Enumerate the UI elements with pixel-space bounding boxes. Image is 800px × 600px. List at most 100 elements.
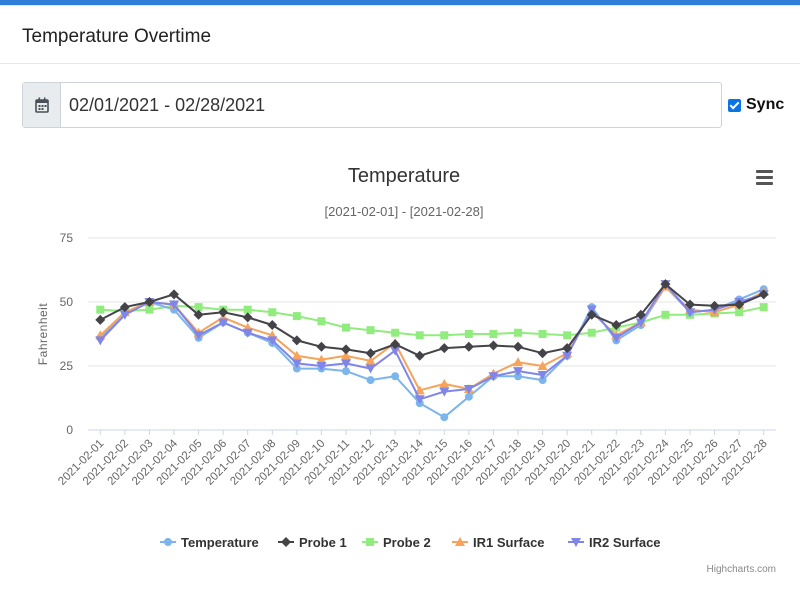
data-point[interactable]	[193, 331, 204, 341]
chart-credits[interactable]: Highcharts.com	[707, 564, 776, 575]
data-point[interactable]	[415, 331, 424, 340]
legend-item[interactable]: IR1 Surface	[452, 535, 545, 550]
data-point[interactable]	[587, 328, 596, 337]
legend-marker[interactable]	[164, 538, 172, 546]
data-point[interactable]	[218, 318, 229, 328]
data-point[interactable]	[611, 320, 622, 331]
legend-marker[interactable]	[366, 538, 374, 546]
data-point[interactable]	[95, 336, 106, 346]
data-point[interactable]	[341, 359, 351, 369]
data-point[interactable]	[414, 350, 425, 361]
data-point[interactable]	[685, 308, 695, 318]
data-point[interactable]	[268, 308, 277, 317]
data-point[interactable]	[365, 364, 376, 374]
data-point[interactable]	[538, 330, 547, 338]
data-point[interactable]	[414, 385, 425, 395]
data-point[interactable]	[439, 387, 450, 397]
data-point[interactable]	[537, 361, 548, 370]
data-point[interactable]	[169, 300, 179, 310]
legend-marker[interactable]	[455, 537, 465, 546]
data-point[interactable]	[316, 341, 327, 352]
data-point[interactable]	[463, 385, 474, 395]
data-point[interactable]	[145, 305, 154, 314]
data-point[interactable]	[464, 392, 473, 401]
date-range-input[interactable]	[61, 83, 721, 127]
data-point[interactable]	[563, 331, 572, 340]
data-point[interactable]	[562, 343, 573, 354]
data-point[interactable]	[513, 367, 523, 377]
data-point[interactable]	[119, 302, 130, 313]
legend-item[interactable]: Temperature	[160, 535, 259, 550]
data-point[interactable]	[291, 335, 302, 346]
data-point[interactable]	[464, 330, 473, 338]
data-point[interactable]	[291, 350, 302, 360]
data-point[interactable]	[390, 346, 401, 356]
data-point[interactable]	[342, 323, 350, 332]
data-point[interactable]	[513, 341, 523, 352]
data-point[interactable]	[292, 364, 301, 373]
data-point[interactable]	[243, 305, 252, 314]
data-point[interactable]	[759, 303, 768, 312]
data-point[interactable]	[95, 314, 106, 325]
data-point[interactable]	[488, 372, 499, 382]
legend-item[interactable]: Probe 2	[362, 535, 431, 550]
data-point[interactable]	[635, 318, 646, 328]
data-point[interactable]	[586, 309, 597, 320]
data-point[interactable]	[218, 307, 229, 318]
data-point[interactable]	[267, 320, 278, 331]
data-point[interactable]	[734, 299, 745, 310]
legend-item[interactable]: IR2 Surface	[568, 535, 661, 550]
data-point[interactable]	[538, 376, 547, 385]
data-point[interactable]	[119, 310, 130, 320]
data-point[interactable]	[267, 336, 278, 346]
data-point[interactable]	[439, 378, 450, 388]
data-point[interactable]	[660, 279, 671, 290]
data-point[interactable]	[242, 312, 253, 323]
data-point[interactable]	[735, 308, 744, 317]
data-point[interactable]	[96, 305, 105, 314]
data-point[interactable]	[488, 340, 499, 351]
legend-marker[interactable]	[571, 538, 581, 547]
data-point[interactable]	[341, 350, 351, 360]
data-point[interactable]	[685, 299, 695, 310]
data-point[interactable]	[391, 328, 400, 337]
sync-toggle[interactable]: Sync	[728, 96, 784, 114]
data-point[interactable]	[292, 312, 301, 321]
chart-menu-icon[interactable]	[754, 168, 776, 190]
data-point[interactable]	[709, 300, 720, 311]
legend-marker[interactable]	[281, 537, 291, 547]
data-point[interactable]	[463, 341, 474, 352]
data-point[interactable]	[758, 289, 769, 300]
data-point[interactable]	[341, 344, 351, 355]
data-point[interactable]	[342, 367, 350, 376]
data-point[interactable]	[537, 370, 548, 380]
data-point[interactable]	[635, 309, 646, 320]
data-point[interactable]	[316, 362, 327, 371]
sync-checkbox[interactable]	[728, 98, 741, 112]
data-point[interactable]	[316, 354, 327, 364]
data-point[interactable]	[440, 331, 449, 340]
data-point[interactable]	[291, 359, 302, 369]
data-point[interactable]	[514, 328, 522, 337]
data-point[interactable]	[391, 372, 400, 381]
data-point[interactable]	[537, 348, 548, 359]
data-point[interactable]	[562, 351, 573, 361]
data-point[interactable]	[514, 372, 522, 381]
data-point[interactable]	[242, 328, 253, 338]
legend-item[interactable]: Probe 1	[278, 535, 347, 550]
data-point[interactable]	[193, 309, 204, 320]
data-point[interactable]	[439, 343, 450, 354]
data-point[interactable]	[489, 330, 498, 338]
data-point[interactable]	[366, 376, 375, 385]
data-point[interactable]	[390, 339, 401, 350]
data-point[interactable]	[611, 333, 622, 343]
data-point[interactable]	[440, 413, 449, 422]
data-point[interactable]	[365, 348, 376, 359]
data-point[interactable]	[194, 303, 203, 312]
data-point[interactable]	[513, 357, 523, 367]
data-point[interactable]	[661, 310, 670, 319]
data-point[interactable]	[169, 289, 179, 300]
data-point[interactable]	[317, 317, 326, 326]
data-point[interactable]	[144, 297, 155, 307]
data-point[interactable]	[366, 326, 375, 335]
